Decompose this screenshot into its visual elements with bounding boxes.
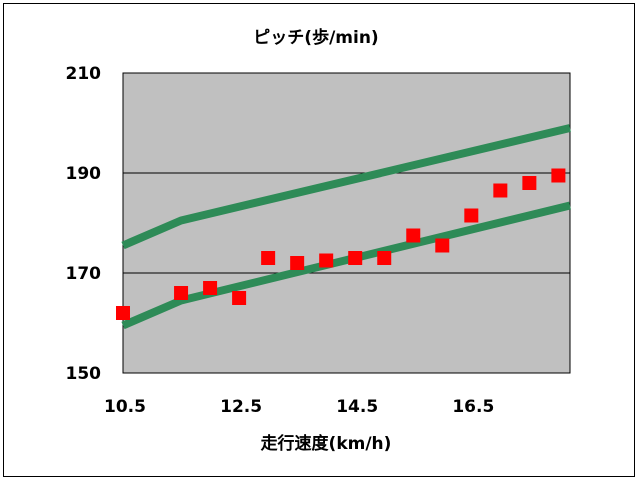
y-axis-ticks: 210 190 170 150 [66,64,102,384]
chart-frame: ピッチ(歩/min) 210 190 170 150 10.5 12.5 14.5 16.5… [3,3,635,477]
data-point [522,176,537,190]
data-point [174,286,189,300]
data-point [377,251,392,265]
data-point [319,253,334,268]
data-point [232,291,247,305]
data-point [435,238,450,253]
x-axis-ticks: 10.5 12.5 14.5 16.5 [104,397,494,417]
y-tick-label: 170 [66,264,102,284]
data-point [493,183,508,198]
y-tick-label: 210 [66,64,102,84]
series-line-1 [121,124,571,250]
chart-title: ピッチ(歩/min) [253,27,378,48]
x-axis-label: 走行速度(km/h) [261,433,392,454]
data-point [406,228,421,243]
data-point [348,251,363,265]
x-tick-label: 16.5 [452,397,494,417]
series-lines [121,124,571,330]
data-point [551,168,566,183]
data-point [261,251,276,265]
data-point [203,281,218,295]
x-tick-label: 10.5 [104,397,146,417]
data-point [290,256,305,270]
y-tick-label: 190 [66,164,102,184]
x-tick-label: 14.5 [336,397,378,417]
data-point [116,306,130,320]
series-line-2 [121,201,571,330]
x-tick-label: 12.5 [220,397,262,417]
chart-svg: ピッチ(歩/min) 210 190 170 150 10.5 12.5 14.5 16.5… [66,27,571,454]
gridlines [123,172,570,274]
data-point [464,208,479,223]
series-points [116,168,566,320]
y-tick-label: 150 [66,364,102,384]
